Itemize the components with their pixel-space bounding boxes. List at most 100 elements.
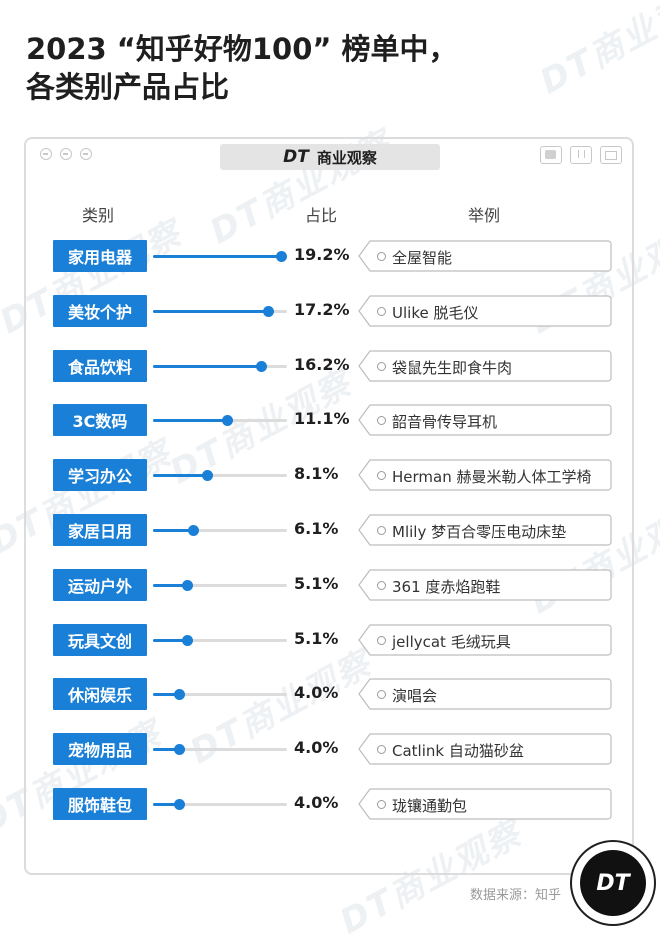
record-icon[interactable] <box>540 146 562 164</box>
example-text: 361 度赤焰跑鞋 <box>392 577 501 596</box>
bar-fill <box>153 419 228 423</box>
page-title-line-1: 2023 “知乎好物100” 榜单中， <box>26 32 458 66</box>
chart-row: 运动户外 5.1% 361 度赤焰跑鞋 <box>0 565 660 605</box>
bar-track <box>153 251 288 262</box>
callout-shape <box>358 678 612 710</box>
bullet-icon <box>377 526 386 535</box>
dt-logo-mark: DT <box>580 850 646 916</box>
category-label: 食品饮料 <box>53 349 147 382</box>
bar-track <box>153 360 287 372</box>
chart-row: 服饰鞋包 4.0% 珑镶通勤包 <box>0 784 660 824</box>
bar-track <box>153 525 287 536</box>
bar-fill <box>153 803 180 806</box>
chart-row: 宠物用品 4.0% Catlink 自动猫砂盆 <box>0 729 660 769</box>
example-callout: 演唱会 <box>358 678 612 710</box>
callout-shape <box>358 404 612 436</box>
share-icon[interactable] <box>570 146 592 164</box>
example-text: 韶音骨传导耳机 <box>392 413 498 432</box>
bar-fill <box>153 474 208 478</box>
minimize-icon[interactable] <box>60 148 72 160</box>
callout-shape <box>358 349 612 382</box>
category-label: 学习办公 <box>53 459 147 492</box>
example-callout: Catlink 自动猫砂盆 <box>358 733 612 765</box>
value-label: 5.1% <box>294 573 339 593</box>
bar-track <box>153 579 287 591</box>
chart-row: 美妆个护 17.2% Ulike 脱毛仪 <box>0 291 660 331</box>
bar-knob <box>181 634 193 646</box>
bar-track <box>153 305 287 317</box>
bar-knob <box>174 799 186 810</box>
bar-fill <box>153 638 188 642</box>
bar-knob <box>221 415 233 427</box>
data-source: 数据来源：知乎 <box>470 888 562 903</box>
bullet-icon <box>377 635 386 645</box>
brand-name: 商业观察 <box>316 148 377 167</box>
bar-track <box>153 689 287 701</box>
chart-row: 休闲娱乐 4.0% 演唱会 <box>0 674 660 714</box>
value-label: 19.2% <box>294 245 350 264</box>
value-label: 5.1% <box>294 628 339 648</box>
value-label: 16.2% <box>294 354 350 374</box>
category-label: 家用电器 <box>53 240 147 272</box>
example-text: 珑镶通勤包 <box>392 797 468 815</box>
bar-knob <box>262 305 274 317</box>
callout-shape <box>358 733 612 765</box>
category-label: 家居日用 <box>53 514 147 546</box>
maximize-icon[interactable] <box>80 148 92 160</box>
bar-fill <box>153 364 262 368</box>
bar-knob <box>174 689 186 701</box>
example-callout: 袋鼠先生即食牛肉 <box>358 349 612 382</box>
bullet-icon <box>377 252 386 261</box>
value-label: 4.0% <box>294 683 339 703</box>
window-frame <box>24 137 634 875</box>
example-callout: 韶音骨传导耳机 <box>358 404 612 436</box>
value-label: 8.1% <box>294 464 339 484</box>
example-callout: 361 度赤焰跑鞋 <box>358 569 612 601</box>
chart-row: 家用电器 19.2% 全屋智能 <box>0 236 660 276</box>
bar-fill <box>153 529 194 532</box>
example-text: 全屋智能 <box>392 249 453 267</box>
bar-fill <box>153 309 269 313</box>
category-label: 美妆个护 <box>53 294 147 327</box>
category-label: 玩具文创 <box>53 623 147 656</box>
brand-label: DT 商业观察 <box>220 144 440 170</box>
bullet-icon <box>377 306 386 316</box>
window-title-bar: DT 商业观察 <box>26 139 632 173</box>
chart-row: 学习办公 8.1% Herman 赫曼米勒人体工学椅 <box>0 455 660 495</box>
example-callout: Ulike 脱毛仪 <box>358 295 612 327</box>
bar-knob <box>276 251 288 262</box>
category-label: 休闲娱乐 <box>53 678 147 711</box>
close-icon[interactable] <box>40 148 52 160</box>
header-example: 举例 <box>468 206 501 225</box>
watermark: DT商业观察 <box>533 0 660 103</box>
bar-knob <box>188 525 200 536</box>
bullet-icon <box>377 580 386 590</box>
value-label: 17.2% <box>294 299 350 319</box>
value-label: 11.1% <box>294 409 350 429</box>
example-callout: 珑镶通勤包 <box>358 788 612 820</box>
category-label: 宠物用品 <box>53 733 147 766</box>
window-tool-icons <box>540 146 622 164</box>
bar-track <box>153 744 287 756</box>
category-label: 3C数码 <box>53 404 147 437</box>
header-share: 占比 <box>305 206 338 225</box>
brand-dt: DT <box>283 147 309 167</box>
callout-shape <box>358 623 612 656</box>
bullet-icon <box>377 690 386 700</box>
chart-row: 家居日用 6.1% Mlily 梦百合零压电动床垫 <box>0 510 660 550</box>
value-label: 6.1% <box>294 519 339 538</box>
callout-shape <box>358 514 612 546</box>
window-icon[interactable] <box>600 146 622 164</box>
example-callout: Mlily 梦百合零压电动床垫 <box>358 514 612 546</box>
window-controls <box>40 148 92 160</box>
example-text: Mlily 梦百合零压电动床垫 <box>392 523 567 541</box>
chart-row: 食品饮料 16.2% 袋鼠先生即食牛肉 <box>0 346 660 386</box>
bullet-icon <box>377 361 386 371</box>
bar-track <box>153 634 287 646</box>
category-label: 服饰鞋包 <box>53 788 147 820</box>
chart-row: 玩具文创 5.1% jellycat 毛绒玩具 <box>0 620 660 660</box>
bullet-icon <box>377 471 386 481</box>
example-text: 袋鼠先生即食牛肉 <box>392 358 513 377</box>
example-text: Herman 赫曼米勒人体工学椅 <box>392 468 592 487</box>
bar-fill <box>153 583 188 587</box>
